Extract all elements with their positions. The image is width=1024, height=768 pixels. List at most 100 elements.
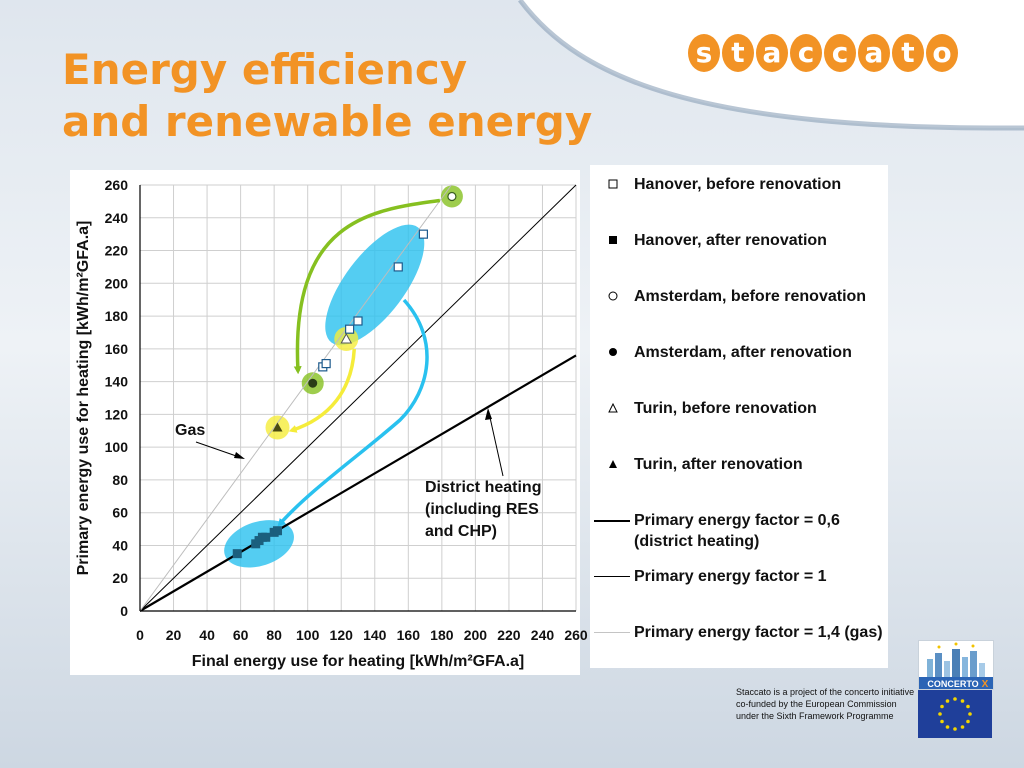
star-icon — [945, 725, 950, 729]
open-triangle-icon — [606, 401, 620, 415]
before-cluster-highlight — [325, 224, 425, 346]
star-icon — [966, 704, 970, 709]
title-line-1: Energy efficiency — [62, 45, 468, 94]
concerto-logo: CONCERTO X — [918, 640, 994, 690]
tick-labels: 0 20 40 60 80 100 120 140 160 180 200 220 240 260 0 20 4… — [105, 177, 588, 643]
x-tick-label: 60 — [233, 627, 249, 643]
legend-item: Turin, before renovation — [634, 400, 817, 417]
x-tick-label: 40 — [199, 627, 215, 643]
y-tick-label: 200 — [105, 275, 129, 291]
logo-letter: c — [790, 34, 822, 72]
filled-triangle-icon — [606, 457, 620, 471]
x-axis-label: Final energy use for heating [kWh/m²GFA.… — [192, 653, 524, 670]
data-point — [261, 532, 271, 542]
y-tick-label: 100 — [105, 439, 129, 455]
reference-lines — [139, 184, 577, 612]
x-tick-label: 240 — [531, 627, 555, 643]
district-heating-line-2: (including RES — [425, 501, 539, 518]
data-point — [321, 358, 331, 369]
logo-letter: t — [722, 34, 754, 72]
x-tick-label: 140 — [363, 627, 387, 643]
y-tick-label: 60 — [112, 505, 128, 521]
star-icon — [938, 712, 942, 716]
legend-item: Hanover, after renovation — [634, 232, 827, 249]
filled-square-icon — [606, 233, 620, 247]
data-point — [232, 549, 242, 559]
y-tick-label: 0 — [120, 603, 128, 619]
legend-item: Turin, after renovation — [634, 456, 803, 473]
legend-item: Amsterdam, before renovation — [634, 288, 867, 305]
x-tick-label: 20 — [166, 627, 182, 643]
x-tick-label: 120 — [330, 627, 354, 643]
logo-letter: o — [926, 34, 958, 72]
star-icon — [940, 704, 944, 709]
page-title: Energy efficiency and renewable energy — [62, 44, 592, 148]
legend-item: Hanover, before renovation — [634, 176, 842, 193]
y-tick-label: 240 — [105, 210, 129, 226]
data-point — [447, 191, 457, 202]
star-icon — [953, 697, 957, 701]
legend-item: Primary energy factor = 1 — [634, 568, 827, 585]
star-icon — [945, 699, 950, 703]
y-tick-label: 140 — [105, 374, 129, 390]
reference-line-thick — [139, 354, 577, 612]
open-square-icon — [606, 177, 620, 191]
star-icon — [966, 719, 970, 724]
data-point — [393, 262, 403, 272]
y-axis-label: Primary energy use for heating [kWh/m²GF… — [75, 221, 92, 576]
logo-letter: t — [892, 34, 924, 72]
data-point — [418, 229, 428, 239]
legend-item: Primary energy factor = 0,6 (district he… — [634, 512, 840, 550]
staccato-logo: s t a c c a t o — [688, 34, 958, 72]
star-icon — [960, 725, 965, 729]
data-point — [308, 378, 318, 388]
x-tick-label: 200 — [464, 627, 488, 643]
eu-flag-logo — [918, 690, 992, 738]
x-tick-label: 220 — [497, 627, 521, 643]
data-point — [345, 324, 355, 334]
title-line-2: and renewable energy — [62, 97, 593, 146]
svg-text:X: X — [982, 679, 989, 689]
star-icon — [940, 719, 944, 724]
hanover-arrow — [277, 298, 429, 527]
open-circle-icon — [606, 289, 620, 303]
star-icon — [953, 727, 957, 731]
data-points — [232, 191, 457, 559]
reference-line-thin — [139, 184, 577, 612]
concerto-badge-text: CONCERTO — [927, 679, 978, 689]
grid — [139, 184, 577, 612]
x-tick-label: 0 — [136, 627, 144, 643]
reference-line-faint — [139, 184, 452, 612]
district-heating-pointer — [488, 412, 504, 477]
footer-note: Staccato is a project of the concerto in… — [736, 687, 915, 721]
scatter-chart: 0 20 40 60 80 100 120 140 160 180 200 220 240 260 0 20 4… — [75, 177, 588, 670]
filled-circle-icon — [606, 345, 620, 359]
y-tick-label: 80 — [112, 472, 128, 488]
district-heating-line-3: and CHP) — [425, 523, 497, 540]
x-tick-label: 160 — [397, 627, 421, 643]
legend-item: Amsterdam, after renovation — [634, 344, 852, 361]
district-heating-pointer-head — [485, 408, 492, 420]
legend: Hanover, before renovation Hanover, afte… — [590, 165, 888, 668]
x-tick-label: 180 — [430, 627, 454, 643]
gas-pointer — [195, 441, 243, 459]
x-tick-label: 260 — [564, 627, 588, 643]
gas-annotation: Gas — [175, 422, 205, 439]
y-tick-label: 220 — [105, 243, 129, 259]
renovation-arrows — [277, 198, 441, 527]
data-point — [272, 422, 283, 432]
x-tick-label: 100 — [296, 627, 320, 643]
star-icon — [968, 712, 972, 716]
thick-line-icon — [594, 520, 630, 522]
y-tick-label: 20 — [112, 570, 128, 586]
data-point — [353, 316, 363, 326]
x-tick-label: 80 — [266, 627, 282, 643]
y-tick-label: 160 — [105, 341, 129, 357]
logo-letter: a — [756, 34, 788, 72]
axes — [139, 185, 576, 612]
y-tick-label: 260 — [105, 177, 129, 193]
amsterdam-arrow — [293, 198, 441, 375]
logo-letter: s — [688, 34, 720, 72]
turin-arrow — [288, 348, 357, 433]
legend-item: Primary energy factor = 1,4 (gas) — [634, 624, 883, 641]
